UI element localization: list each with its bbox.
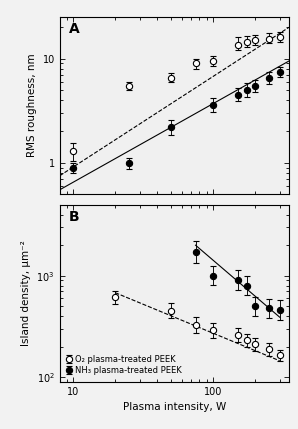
Text: A: A bbox=[69, 22, 80, 36]
Legend: O₂ plasma-treated PEEK, NH₃ plasma-treated PEEK: O₂ plasma-treated PEEK, NH₃ plasma-treat… bbox=[64, 353, 184, 378]
X-axis label: Plasma intensity, W: Plasma intensity, W bbox=[123, 402, 226, 412]
Text: B: B bbox=[69, 210, 79, 224]
Y-axis label: RMS roughness, nm: RMS roughness, nm bbox=[27, 54, 37, 157]
Y-axis label: Island density, μm⁻²: Island density, μm⁻² bbox=[21, 240, 31, 346]
